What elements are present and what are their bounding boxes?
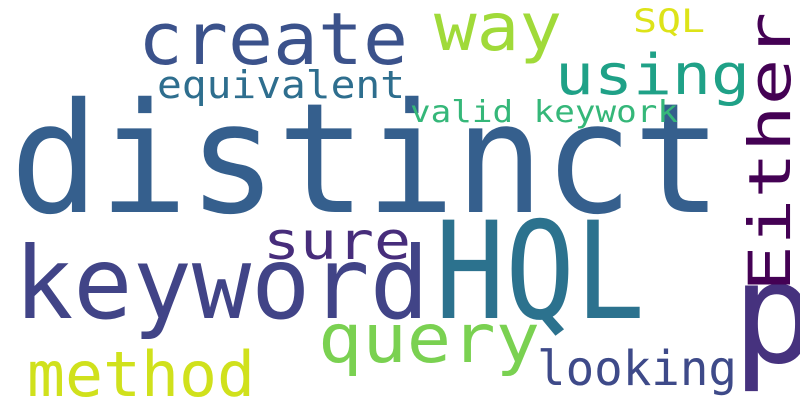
word-sure: sure [263, 212, 411, 272]
word-way: way [434, 0, 562, 66]
word-valid-keywork: valid keywork [410, 95, 678, 130]
word-method: method [27, 338, 255, 400]
word-query: query [318, 300, 540, 379]
word-equivalent: equivalent [157, 63, 405, 107]
word-sql: SQL [633, 2, 705, 40]
word-looking: looking [537, 341, 737, 397]
